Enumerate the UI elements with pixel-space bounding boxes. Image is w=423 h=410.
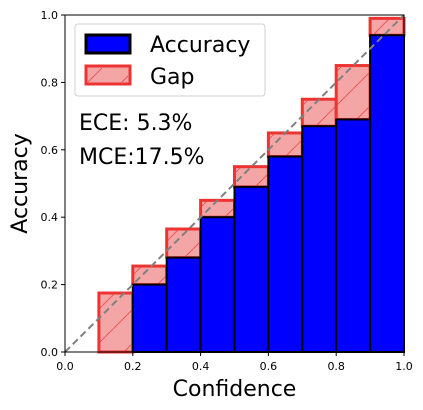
x-tick-label: 0.6 bbox=[260, 360, 278, 373]
y-tick-label: 1.0 bbox=[41, 9, 59, 22]
x-tick-label: 0.4 bbox=[192, 360, 210, 373]
legend-accuracy-swatch bbox=[84, 33, 132, 55]
x-axis-label: Confidence bbox=[173, 377, 297, 402]
perfect-calibration-line bbox=[64, 14, 405, 353]
y-tick-label: 0.8 bbox=[41, 76, 59, 89]
gap-bar-hatch bbox=[236, 168, 267, 186]
y-tick-label: 0.6 bbox=[41, 144, 59, 157]
gap-bar-hatch bbox=[100, 294, 132, 351]
gap-bar-hatch bbox=[303, 100, 335, 125]
accuracy-bars bbox=[131, 34, 406, 354]
legend-gap-label: Gap bbox=[150, 65, 195, 90]
x-tick-label: 1.0 bbox=[395, 360, 413, 373]
gap-bar-hatch bbox=[202, 201, 233, 216]
accuracy-bar bbox=[131, 283, 168, 354]
legend: Accuracy Gap bbox=[74, 23, 266, 97]
gap-bar-hatch bbox=[337, 67, 369, 118]
ece-annotation: ECE: 5.3% bbox=[79, 111, 192, 136]
x-tick-label: 0.8 bbox=[327, 360, 345, 373]
y-ticks: 0.0 0.2 0.4 0.6 0.8 1.0 bbox=[41, 9, 65, 359]
y-tick-label: 0.2 bbox=[41, 279, 59, 292]
gap-hatch bbox=[100, 19, 403, 351]
y-axis-label: Accuracy bbox=[8, 133, 33, 233]
accuracy-bar bbox=[165, 256, 202, 354]
accuracy-bar bbox=[369, 34, 406, 353]
gap-bar-hatch bbox=[269, 134, 301, 156]
gap-bar-hatch bbox=[134, 267, 166, 284]
legend-accuracy-label: Accuracy bbox=[150, 33, 250, 58]
accuracy-bar bbox=[301, 125, 338, 353]
accuracy-bar bbox=[233, 185, 270, 353]
accuracy-bar bbox=[199, 216, 236, 353]
y-tick-label: 0.0 bbox=[41, 346, 59, 359]
x-tick-label: 0.2 bbox=[124, 360, 142, 373]
accuracy-bar bbox=[267, 155, 304, 353]
mce-annotation: MCE:17.5% bbox=[79, 145, 205, 170]
x-tick-label: 0.0 bbox=[56, 360, 74, 373]
plot-frame bbox=[64, 14, 405, 353]
y-tick-label: 0.4 bbox=[41, 211, 59, 224]
x-ticks: 0.0 0.2 0.4 0.6 0.8 1.0 bbox=[56, 352, 413, 373]
legend-gap-hatch bbox=[88, 68, 128, 82]
accuracy-bar bbox=[335, 118, 372, 353]
